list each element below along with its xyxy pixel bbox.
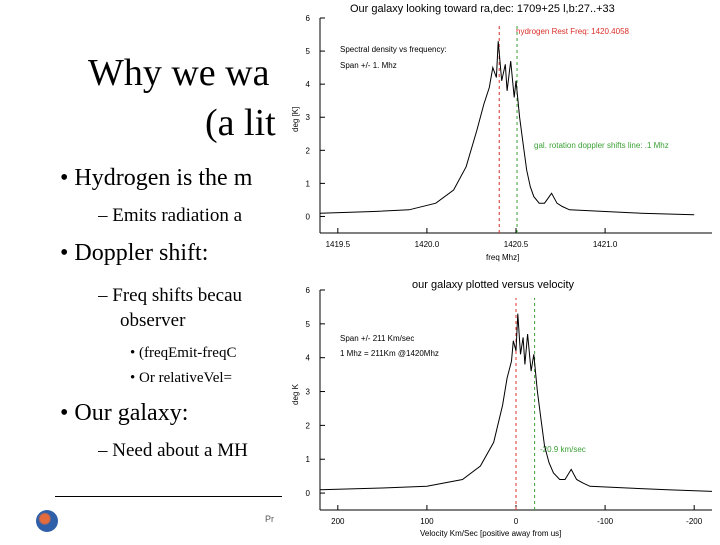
chart2-ytick-label: 2 [306, 421, 311, 430]
chart2-marker-shift-label: -20.9 km/sec [540, 445, 586, 454]
chart1-xtick-label: 1421.0 [593, 240, 618, 249]
chart2-spectrum-trace [319, 313, 713, 492]
chart1-xtick-label: 1419.5 [326, 240, 351, 249]
chart1-ytick-label: 1 [306, 179, 311, 188]
chart1-ytick-label: 6 [306, 14, 311, 23]
chart2-ytick-label: 6 [306, 286, 311, 295]
chart2-xtick-label: -100 [597, 517, 614, 526]
bullet-our-galaxy: • Our galaxy: [60, 400, 189, 426]
chart2-ytick-label: 5 [306, 320, 311, 329]
chart1-annotation-1: Spectral density vs frequency: [340, 45, 447, 54]
slide-title-line2: (a lit [205, 102, 276, 144]
chart1-title: Our galaxy looking toward ra,dec: 1709+2… [350, 3, 615, 15]
bullet-freq-shifts: – Freq shifts becau [98, 285, 243, 306]
chart1-ylabel: deg [K] [291, 107, 300, 132]
chart2-xtick-label: -200 [686, 517, 703, 526]
chart2-ytick-label: 1 [306, 455, 311, 464]
bullet-emits-radiation: – Emits radiation a [98, 205, 243, 226]
chart1-marker-hydrogen-label: hydrogen Rest Freq: 1420.4058 [516, 27, 630, 36]
chart2-title: our galaxy plotted versus velocity [412, 279, 575, 291]
bullet-observer: observer [120, 310, 186, 331]
chart2-xtick-label: 100 [420, 517, 434, 526]
chart1-marker-shift-label: gal. rotation doppler shifts line: .1 Mh… [534, 141, 669, 150]
chart2-annotation-1: Span +/- 211 Km/sec [340, 334, 414, 343]
chart1-ytick-label: 0 [306, 212, 311, 221]
university-logo-icon [36, 510, 58, 532]
chart1-xtick-label: 1420.5 [504, 240, 529, 249]
chart1-ytick-label: 3 [306, 113, 311, 122]
chart2-xtick-label: 200 [331, 517, 345, 526]
chart1-ytick-label: 5 [306, 47, 311, 56]
footer-text: Pr [265, 514, 274, 524]
chart2: deg K Velocity Km/Sec [positive away fro… [291, 286, 713, 538]
chart1-xtick-label: 1420.0 [415, 240, 440, 249]
slide-title: Why we wa [88, 52, 270, 94]
footer-divider [55, 496, 300, 497]
chart2-ylabel: deg K [291, 383, 300, 405]
bullet-need-mhz: – Need about a MH [98, 440, 248, 461]
chart1-ytick-label: 2 [306, 146, 311, 155]
bullet-relative-vel: • Or relativeVel= [130, 370, 233, 386]
chart1: deg [K] freq Mhz] Spectral density vs fr… [291, 14, 712, 262]
bullet-doppler-shift: • Doppler shift: [60, 240, 209, 266]
chart1-xlabel: freq Mhz] [486, 253, 519, 262]
chart2-xlabel: Velocity Km/Sec [positive away from us] [420, 529, 561, 538]
spectrum-plots: Our galaxy looking toward ra,dec: 1709+2… [282, 0, 720, 540]
chart2-ytick-label: 4 [306, 354, 311, 363]
chart2-annotation-2: 1 Mhz = 211Km @1420Mhz [340, 349, 439, 358]
bullet-freq-formula: • (freqEmit-freqC [130, 345, 237, 361]
bullet-hydrogen: • Hydrogen is the m [60, 165, 253, 191]
spectrum-svg: Our galaxy looking toward ra,dec: 1709+2… [291, 3, 713, 538]
chart1-ytick-label: 4 [306, 80, 311, 89]
chart2-ytick-label: 3 [306, 388, 311, 397]
chart2-xtick-label: 0 [514, 517, 519, 526]
chart1-spectrum-trace [319, 41, 695, 216]
chart1-annotation-2: Span +/- 1. Mhz [340, 61, 397, 70]
chart2-ytick-label: 0 [306, 489, 311, 498]
